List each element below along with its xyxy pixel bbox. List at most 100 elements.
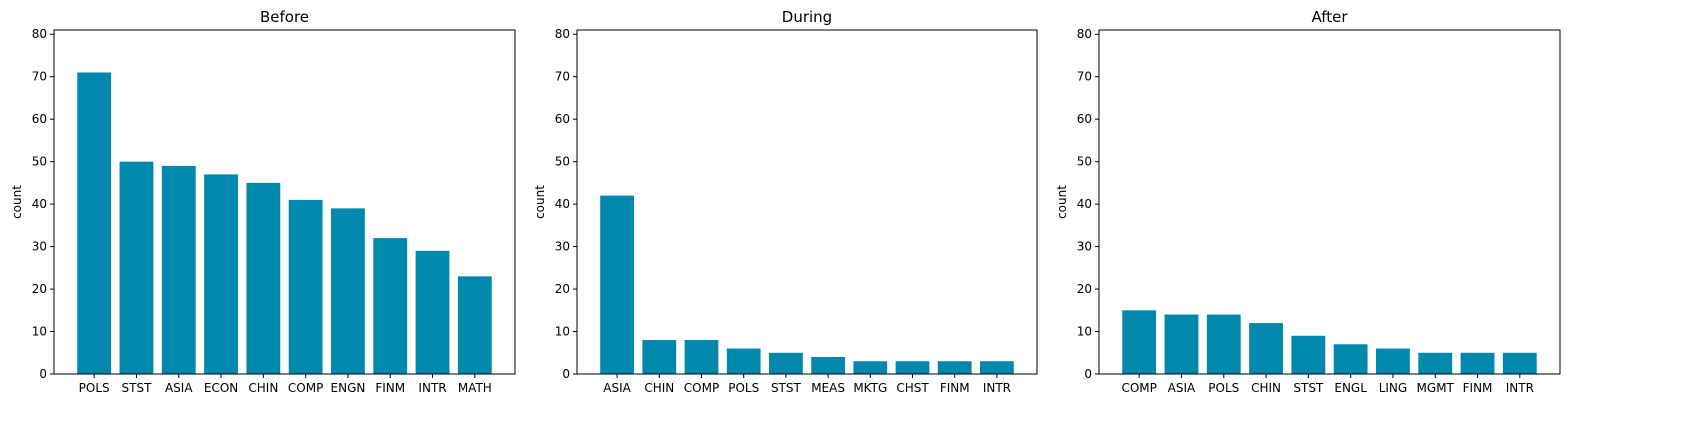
- chart-panel-after: COMP ASIA POLS CHIN STST ENGL LING MGMT FINM INTR…: [1055, 8, 1561, 395]
- bar-stst: [1291, 335, 1326, 374]
- y-tick-label: 0: [562, 367, 570, 381]
- y-tick-label: 40: [32, 197, 47, 211]
- y-tick-label: 30: [1077, 240, 1092, 254]
- bar-stst: [769, 352, 803, 374]
- y-tick-label: 80: [32, 27, 47, 41]
- bar-pols: [726, 348, 761, 374]
- x-tick-label: INTR: [418, 381, 446, 395]
- y-tick-label: 80: [1077, 27, 1092, 41]
- bar-chst: [895, 361, 930, 374]
- y-tick-label: 70: [32, 70, 47, 84]
- bar-chin: [642, 340, 677, 374]
- y-tick-label: 0: [1084, 367, 1092, 381]
- axes-frame: [53, 29, 516, 375]
- bar-stst: [119, 161, 154, 374]
- x-tick-label: MKTG: [853, 381, 887, 395]
- bar-mgmt: [1418, 352, 1453, 374]
- x-tick-label: POLS: [1208, 381, 1239, 395]
- x-tick-label: FINM: [1463, 381, 1493, 395]
- y-tick-label: 40: [1077, 197, 1092, 211]
- x-tick-label: ENGN: [331, 381, 366, 395]
- y-tick-label: 80: [555, 27, 570, 41]
- x-tick-label: LING: [1379, 381, 1408, 395]
- y-tick-label: 20: [555, 282, 570, 296]
- y-tick-label: 20: [32, 282, 47, 296]
- bar-intr: [980, 361, 1014, 374]
- y-tick-label: 70: [1077, 70, 1092, 84]
- chart-panel-during: ASIA CHIN COMP POLS STST MEAS MKTG CHST FINM INTR…: [533, 8, 1038, 395]
- y-tick-label: 0: [39, 367, 47, 381]
- x-tick-label: ECON: [204, 381, 238, 395]
- bar-meas: [811, 357, 845, 374]
- x-tick-label: ENGL: [1334, 381, 1367, 395]
- x-tick-label: INTR: [983, 381, 1011, 395]
- y-tick-label: 30: [555, 240, 570, 254]
- x-tick-label: FINM: [940, 381, 970, 395]
- y-tick-label: 50: [32, 155, 47, 169]
- bar-intr: [415, 250, 450, 374]
- y-axis-label: count: [10, 185, 24, 219]
- bar-finm: [373, 238, 408, 374]
- axes-frame: [576, 29, 1038, 375]
- bar-asia: [600, 195, 634, 374]
- x-tick-label: ASIA: [603, 381, 631, 395]
- y-tick-label: 10: [32, 325, 47, 339]
- bar-chin: [1249, 323, 1283, 374]
- y-tick-label: 10: [555, 325, 570, 339]
- bar-pols: [1206, 314, 1241, 374]
- y-tick-label: 50: [555, 155, 570, 169]
- axes-frame: [1098, 29, 1561, 375]
- x-tick-label: STST: [1293, 381, 1324, 395]
- x-tick-label: CHST: [896, 381, 929, 395]
- chart-title: After: [1311, 8, 1348, 26]
- y-tick-label: 60: [1077, 112, 1092, 126]
- x-tick-label: CHIN: [248, 381, 278, 395]
- bar-intr: [1502, 352, 1537, 374]
- x-tick-label: POLS: [728, 381, 759, 395]
- y-tick-label: 60: [555, 112, 570, 126]
- x-tick-label: ASIA: [165, 381, 193, 395]
- bar-finm: [1460, 352, 1495, 374]
- bar-mktg: [853, 361, 888, 374]
- x-tick-label: MATH: [458, 381, 492, 395]
- x-tick-label: CHIN: [644, 381, 674, 395]
- bar-asia: [161, 165, 196, 374]
- chart-panel-before: POLS STST ASIA ECON CHIN COMP ENGN FINM INTR MATH…: [10, 8, 516, 395]
- x-tick-label: MGMT: [1417, 381, 1455, 395]
- bar-econ: [204, 174, 238, 374]
- x-tick-label: INTR: [1506, 381, 1534, 395]
- bar-pols: [77, 72, 112, 374]
- y-axis-label: count: [1055, 185, 1069, 219]
- bar-engn: [331, 208, 365, 374]
- x-tick-label: STST: [122, 381, 153, 395]
- y-axis-label: count: [533, 185, 547, 219]
- x-tick-label: COMP: [1121, 381, 1156, 395]
- bar-comp: [1122, 310, 1157, 374]
- chart-title: During: [782, 8, 832, 26]
- x-tick-label: CHIN: [1251, 381, 1281, 395]
- y-tick-label: 10: [1077, 325, 1092, 339]
- x-tick-label: COMP: [288, 381, 323, 395]
- bar-chin: [246, 182, 281, 374]
- x-tick-label: STST: [771, 381, 802, 395]
- y-tick-label: 30: [32, 240, 47, 254]
- chart-title: Before: [260, 8, 309, 26]
- y-tick-label: 20: [1077, 282, 1092, 296]
- bar-comp: [684, 340, 719, 374]
- x-tick-label: MEAS: [811, 381, 845, 395]
- y-tick-label: 60: [32, 112, 47, 126]
- bar-comp: [288, 199, 323, 374]
- y-tick-label: 70: [555, 70, 570, 84]
- bar-math: [457, 276, 492, 374]
- x-tick-label: FINM: [375, 381, 405, 395]
- x-tick-label: POLS: [79, 381, 110, 395]
- y-tick-label: 50: [1077, 155, 1092, 169]
- bar-ling: [1376, 348, 1410, 374]
- bar-finm: [937, 361, 972, 374]
- bar-engl: [1333, 344, 1368, 374]
- bar-asia: [1164, 314, 1199, 374]
- x-tick-label: ASIA: [1168, 381, 1196, 395]
- x-tick-label: COMP: [684, 381, 719, 395]
- y-tick-label: 40: [555, 197, 570, 211]
